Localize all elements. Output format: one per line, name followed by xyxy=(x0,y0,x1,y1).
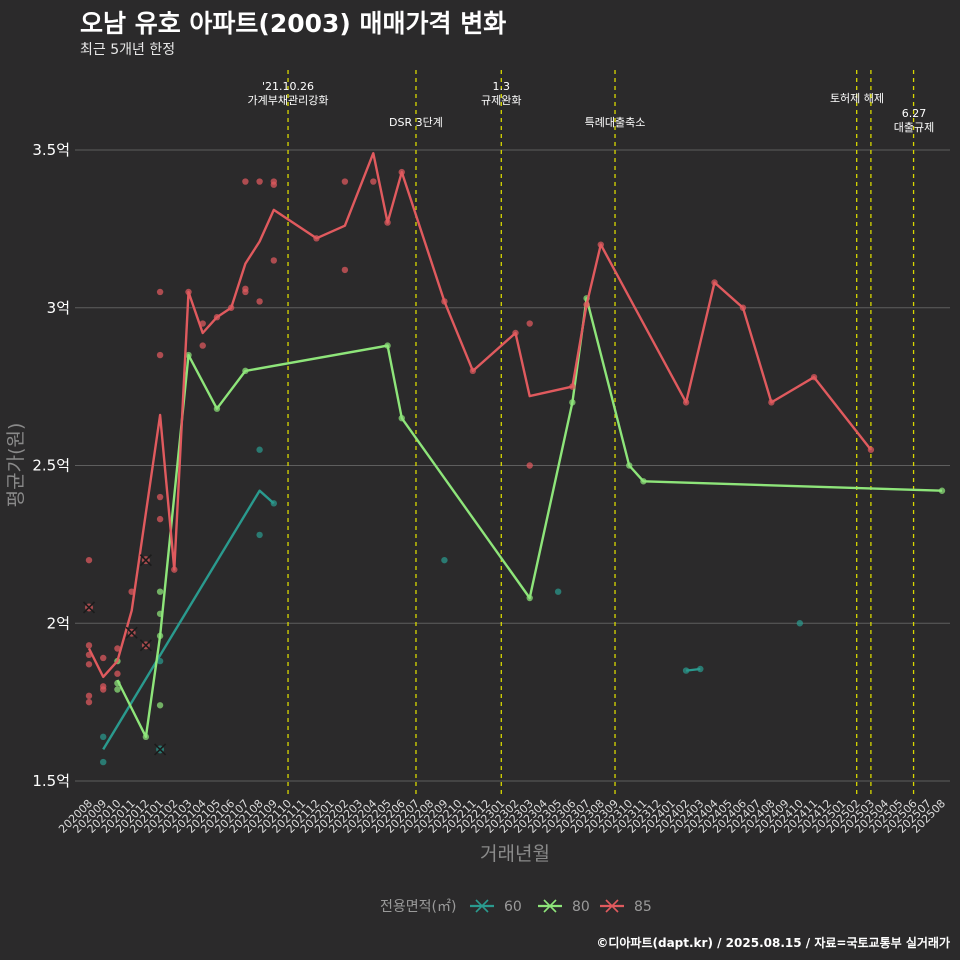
y-tick-label: 3억 xyxy=(47,299,70,317)
y-tick-label: 3.5억 xyxy=(32,141,70,159)
data-point xyxy=(242,288,249,296)
legend: 전용면적(㎡) 60 80 85 xyxy=(380,899,652,915)
data-point xyxy=(256,178,263,185)
data-point xyxy=(85,642,93,649)
data-point xyxy=(114,670,121,677)
event-label: 6.27 대출규제 xyxy=(894,107,934,134)
event-label: DSR 3단계 xyxy=(389,116,443,129)
data-point xyxy=(526,320,533,327)
data-point xyxy=(526,462,533,469)
cancelled-marker xyxy=(125,626,138,639)
y-tick-label: 2.5억 xyxy=(32,457,70,475)
data-point xyxy=(256,298,263,305)
series-line xyxy=(116,297,943,738)
y-tick-label: 2억 xyxy=(47,614,70,632)
event-label: '21.10.26 가계부채관리강화 xyxy=(248,80,329,107)
series-80 xyxy=(114,295,946,741)
chart-title: 오남 유호 아파트(2003) 매매가격 변화 xyxy=(80,9,507,38)
chart-subtitle: 최근 5개년 한정 xyxy=(80,42,176,58)
grid-layer xyxy=(75,149,950,782)
tick-layer: 1.5억2억2.5억3억3.5억202008202009202010202011… xyxy=(32,141,948,836)
data-point xyxy=(85,661,93,668)
legend-label: 85 xyxy=(634,899,652,915)
data-point xyxy=(100,758,107,766)
legend-title: 전용면적(㎡) xyxy=(380,899,456,915)
data-point xyxy=(270,257,278,264)
legend-entry-85: 85 xyxy=(600,899,652,915)
cancelled-marker xyxy=(139,554,152,567)
data-point xyxy=(100,686,107,693)
event-label: 토허제 해제 xyxy=(830,91,884,105)
y-tick-label: 1.5억 xyxy=(32,772,70,790)
data-point xyxy=(156,515,164,523)
series-85 xyxy=(82,152,875,706)
data-point xyxy=(85,692,93,700)
data-point xyxy=(156,702,164,709)
cancelled-marker xyxy=(154,743,167,756)
data-point xyxy=(156,588,164,595)
data-point xyxy=(370,178,377,185)
data-point xyxy=(554,588,562,595)
data-point xyxy=(256,531,263,539)
series-line xyxy=(87,152,872,679)
data-point xyxy=(341,266,349,274)
event-label: 특례대출축소 xyxy=(585,116,646,129)
series-layer xyxy=(82,152,946,766)
data-point xyxy=(156,351,164,359)
x-axis-title: 거래년월 xyxy=(480,843,550,865)
data-point xyxy=(341,178,349,185)
data-point xyxy=(270,181,278,188)
data-point xyxy=(938,487,946,494)
data-point xyxy=(156,288,164,296)
data-point xyxy=(242,178,249,185)
series-60 xyxy=(100,446,804,766)
legend-label: 60 xyxy=(504,899,522,915)
data-point xyxy=(199,342,206,349)
data-point xyxy=(156,493,164,501)
series-segment xyxy=(685,667,701,672)
legend-label: 80 xyxy=(572,899,590,915)
data-point xyxy=(114,645,121,652)
data-point xyxy=(441,556,448,564)
data-point xyxy=(100,654,107,662)
data-point xyxy=(85,698,93,706)
data-point xyxy=(85,556,93,564)
event-label: 1.3 규제완화 xyxy=(481,80,521,107)
data-point xyxy=(796,620,804,627)
source-caption: ©디아파트(dapt.kr) / 2025.08.15 / 자료=국토교통부 실… xyxy=(596,936,950,950)
data-point xyxy=(114,686,121,693)
y-axis-title: 평균가(원) xyxy=(5,423,27,508)
data-point xyxy=(697,665,704,673)
data-point xyxy=(256,446,263,453)
cancelled-marker xyxy=(82,601,96,614)
legend-entry-80: 80 xyxy=(538,899,590,915)
data-point xyxy=(100,733,107,741)
cancelled-marker xyxy=(139,639,152,652)
legend-entry-60: 60 xyxy=(470,899,522,915)
